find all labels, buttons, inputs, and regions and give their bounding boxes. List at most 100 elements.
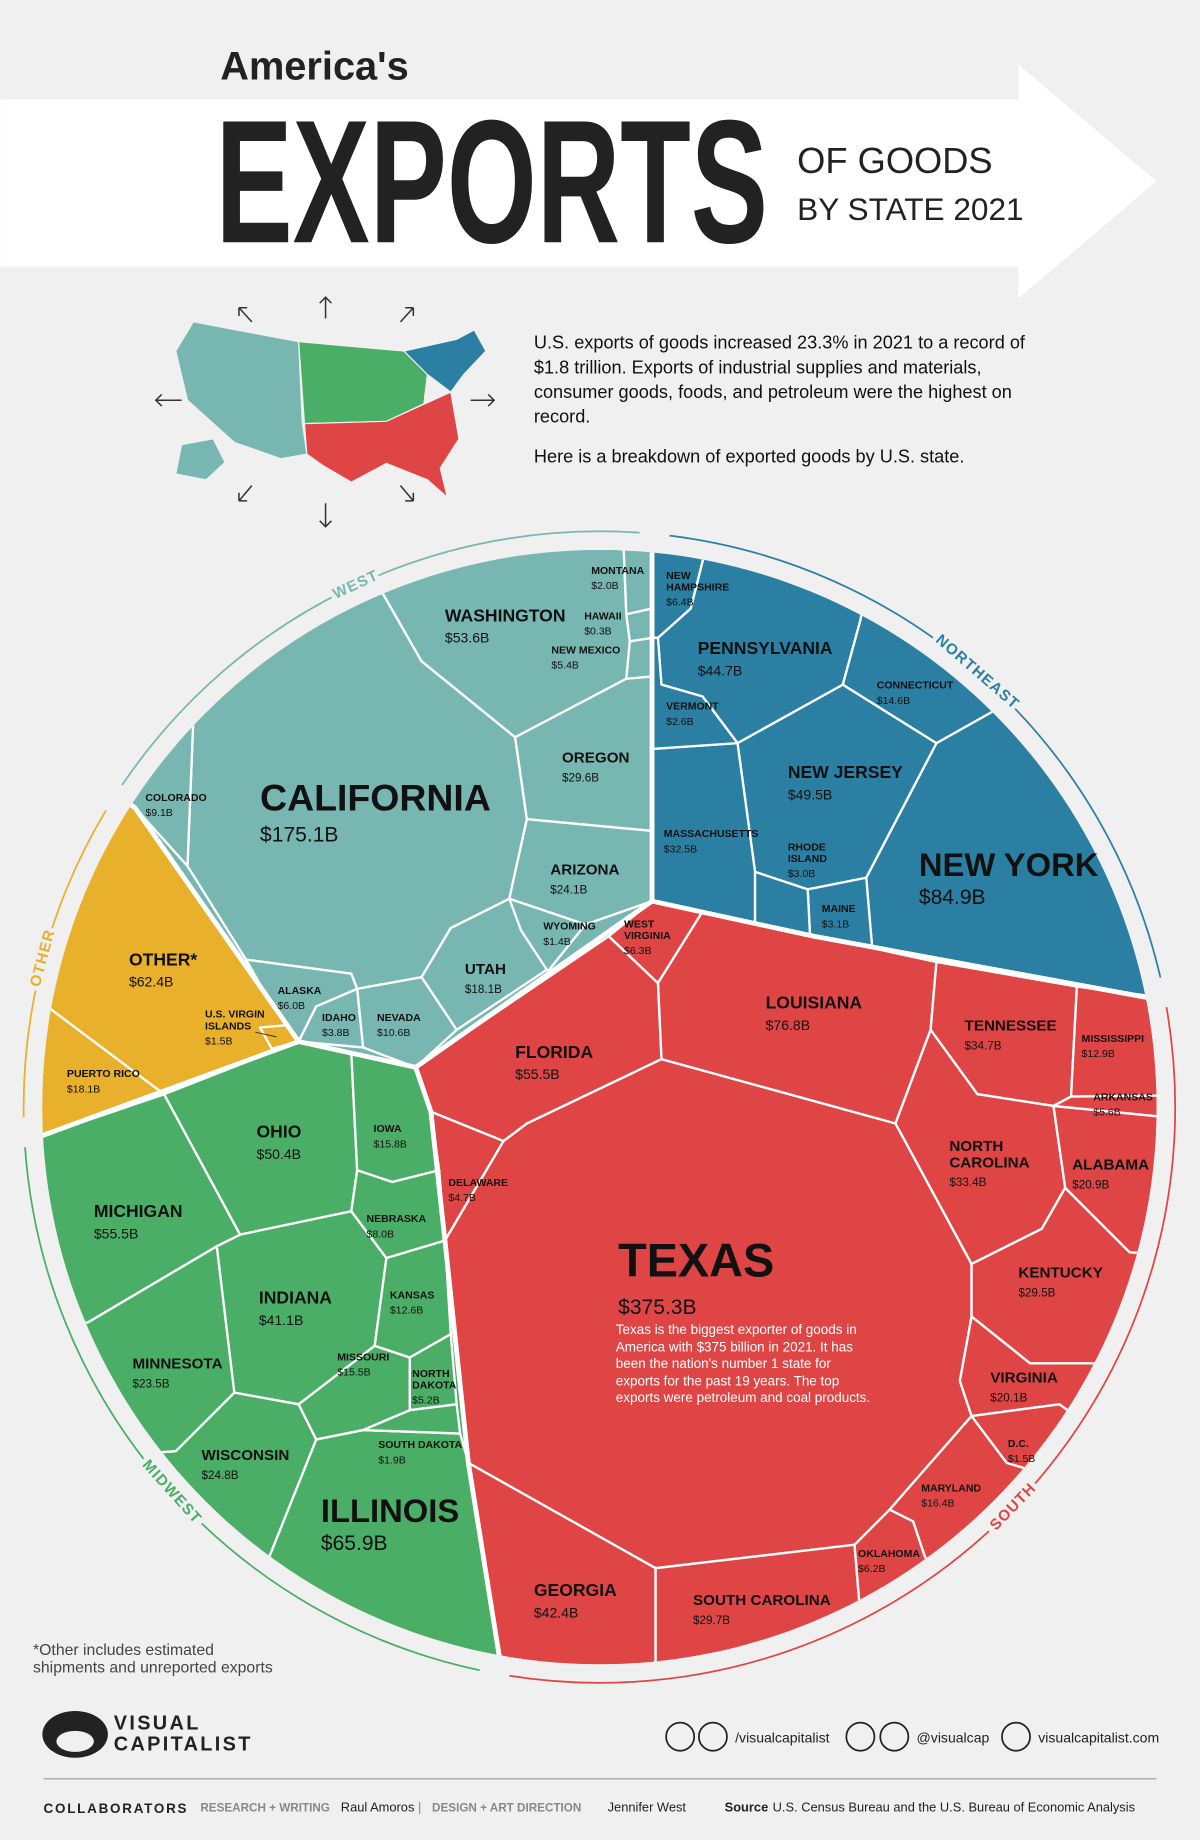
value-label: $6.2B (858, 1563, 885, 1575)
state-label: OKLAHOMA (858, 1548, 920, 1560)
cell (443, 1057, 973, 1570)
state-label: IDAHO (322, 1012, 356, 1024)
cell (625, 607, 654, 643)
state-label: UTAH (465, 961, 506, 978)
value-label: $29.7B (693, 1614, 730, 1627)
website[interactable]: visualcapitalist.com (1038, 1730, 1159, 1746)
value-label: $32.5B (664, 843, 697, 855)
value-label: $2.6B (666, 716, 693, 728)
state-label: WISCONSIN (202, 1447, 290, 1464)
social-handle[interactable]: @visualcap (917, 1730, 990, 1746)
us-map (175, 321, 487, 500)
region-arc (509, 1006, 1177, 1684)
cell (361, 1403, 462, 1435)
state-label: NEW JERSEY (788, 762, 903, 782)
label-line: WEST (624, 918, 657, 930)
value-label: $55.5B (515, 1066, 559, 1082)
state-label: MINNESOTA (132, 1356, 222, 1373)
value-label: $29.5B (1018, 1286, 1055, 1299)
value-label: $5.6B (1093, 1107, 1120, 1119)
value-label: $12.9B (1082, 1048, 1115, 1060)
source: U.S. Census Bureau and the U.S. Bureau o… (773, 1800, 1135, 1815)
state-label: MONTANA (591, 565, 644, 577)
map-arrows (154, 296, 496, 528)
state-label: MISSOURI (337, 1351, 389, 1363)
state-label: ARKANSAS (1093, 1092, 1153, 1104)
collaborators-label: COLLABORATORS (44, 1801, 189, 1816)
state-label: PENNSYLVANIA (698, 638, 833, 658)
value-label: $6.4B (666, 596, 693, 608)
state-label: LOUISIANA (766, 993, 863, 1013)
state-label: PUERTO RICO (67, 1068, 140, 1080)
credit-label: RESEARCH + WRITING (200, 1802, 330, 1815)
state-label: OHIO (257, 1121, 302, 1141)
value-label: $20.1B (990, 1392, 1027, 1405)
separator: | (418, 1800, 421, 1815)
value-label: $55.5B (94, 1225, 138, 1241)
cell (297, 987, 365, 1049)
value-label: $23.5B (132, 1378, 169, 1391)
social-icons (665, 1721, 1031, 1752)
state-label: TENNESSEE (965, 1017, 1057, 1034)
region-border (42, 745, 303, 1163)
cell (1052, 1093, 1157, 1131)
value-label: $84.9B (919, 886, 986, 909)
state-label: WASHINGTON (445, 605, 566, 625)
cells (42, 550, 1157, 1665)
value-label: $1.5B (205, 1035, 232, 1047)
value-label: $15.5B (337, 1367, 370, 1379)
label-line: NORTH (412, 1368, 452, 1380)
state-label: CONNECTICUT (877, 680, 954, 692)
state-label: ALABAMA (1072, 1157, 1149, 1174)
state-label: COLORADO (145, 792, 206, 804)
value-label: $3.1B (822, 918, 849, 930)
treemap-chart: WESTNORTHEASTSOUTHMIDWESTOTHERCALIFORNIA… (22, 530, 1177, 1684)
state-label: INDIANA (259, 1288, 332, 1308)
state-label: MAINE (822, 903, 856, 915)
value-label: $1.5B (1008, 1453, 1035, 1465)
value-label: $44.7B (698, 662, 742, 678)
value-label: $0.3B (584, 626, 611, 638)
cell (654, 1543, 874, 1665)
state-label: OREGON (562, 749, 630, 766)
state-label: NORTH CAROLINA (949, 1138, 1029, 1171)
state-label: NEBRASKA (367, 1213, 427, 1225)
value-label: $5.4B (551, 660, 578, 672)
subtitle: BY STATE 2021 (797, 191, 1023, 227)
value-label: $41.1B (259, 1312, 303, 1328)
value-label: $12.6B (390, 1304, 423, 1316)
state-label: KANSAS (390, 1289, 434, 1301)
label-line: CAROLINA (949, 1154, 1029, 1171)
value-label: $24.8B (202, 1469, 239, 1482)
state-label: CALIFORNIA (260, 776, 491, 818)
annotation-box: Texas is the biggest exporter of goods i… (616, 1324, 870, 1406)
state-label: MISSISSIPPI (1082, 1033, 1145, 1045)
label-line: VIRGINIA (624, 930, 671, 942)
region-arc (24, 1147, 480, 1672)
state-label: U.S. VIRGIN ISLANDS (205, 1008, 268, 1032)
value-label: $65.9B (321, 1532, 388, 1555)
label-line: NORTH (949, 1138, 1007, 1155)
value-label: $62.4B (129, 974, 173, 990)
value-label: $42.4B (534, 1605, 578, 1621)
value-label: $34.7B (965, 1039, 1002, 1052)
state-label: VERMONT (666, 701, 719, 713)
value-label: $18.1B (67, 1083, 100, 1095)
source-label: Source (725, 1800, 769, 1815)
state-label: RHODE ISLAND (788, 841, 829, 865)
value-label: $8.0B (367, 1228, 394, 1240)
state-label: NEW YORK (919, 846, 1099, 883)
header-arrow (0, 64, 1157, 299)
state-label: NEVADA (377, 1012, 421, 1024)
social-handle[interactable]: /visualcapitalist (735, 1730, 829, 1746)
state-label: WYOMING (543, 921, 596, 933)
value-label: $10.6B (377, 1027, 410, 1039)
state-label: NEW HAMPSHIRE (666, 570, 729, 594)
intro-text: U.S. exports of goods increased 23.3% in… (533, 333, 1025, 428)
label-line: NEW (666, 570, 693, 582)
credit-name: Raul Amoros (341, 1800, 415, 1815)
value-label: $49.5B (788, 786, 832, 802)
value-label: $53.6B (445, 630, 489, 646)
